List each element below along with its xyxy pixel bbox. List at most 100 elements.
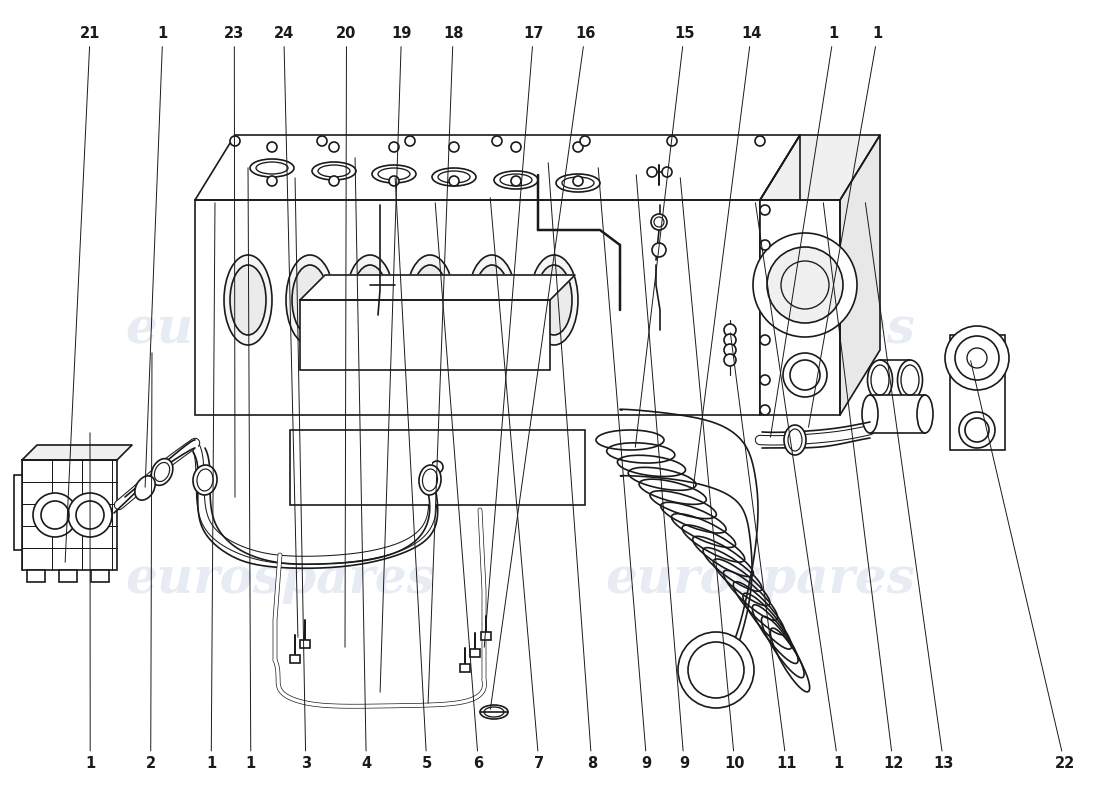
Bar <box>91 570 109 582</box>
Circle shape <box>724 344 736 356</box>
Ellipse shape <box>556 174 600 192</box>
Text: 1: 1 <box>756 202 844 771</box>
Polygon shape <box>300 275 575 300</box>
Text: eurospares: eurospares <box>605 555 915 605</box>
Text: 12: 12 <box>823 202 903 771</box>
Text: eurospares: eurospares <box>125 306 434 354</box>
Circle shape <box>651 214 667 230</box>
Circle shape <box>33 493 77 537</box>
Bar <box>300 300 550 370</box>
Text: 13: 13 <box>866 202 954 771</box>
Text: 3: 3 <box>295 178 311 771</box>
Bar <box>470 649 480 657</box>
Bar <box>300 640 310 648</box>
Text: 1: 1 <box>85 433 96 771</box>
Circle shape <box>662 167 672 177</box>
Circle shape <box>760 240 770 250</box>
Circle shape <box>449 142 459 152</box>
Ellipse shape <box>292 265 328 335</box>
Ellipse shape <box>536 265 572 335</box>
Circle shape <box>512 142 521 152</box>
Circle shape <box>329 142 339 152</box>
Text: 9: 9 <box>636 174 690 771</box>
Circle shape <box>389 176 399 186</box>
Text: 4: 4 <box>355 158 372 771</box>
Ellipse shape <box>480 705 508 719</box>
Text: 8: 8 <box>548 162 597 771</box>
Circle shape <box>68 493 112 537</box>
Ellipse shape <box>352 265 388 335</box>
Bar <box>22 460 117 570</box>
Text: 2: 2 <box>145 353 156 771</box>
Ellipse shape <box>192 465 217 495</box>
Text: 17: 17 <box>484 26 543 647</box>
Circle shape <box>760 405 770 415</box>
Ellipse shape <box>151 458 173 486</box>
Circle shape <box>267 142 277 152</box>
Text: 16: 16 <box>491 26 595 710</box>
Bar <box>481 632 491 640</box>
Polygon shape <box>840 135 880 415</box>
Ellipse shape <box>286 255 334 345</box>
Ellipse shape <box>412 265 448 335</box>
Bar <box>460 664 470 672</box>
Circle shape <box>647 167 657 177</box>
Text: 21: 21 <box>65 26 100 562</box>
Bar <box>290 430 585 505</box>
Polygon shape <box>760 135 880 200</box>
Circle shape <box>724 354 736 366</box>
Text: 1: 1 <box>245 168 256 771</box>
Circle shape <box>652 243 666 257</box>
Ellipse shape <box>494 171 538 189</box>
Ellipse shape <box>230 265 266 335</box>
Polygon shape <box>22 445 132 460</box>
Polygon shape <box>195 135 800 200</box>
Circle shape <box>573 176 583 186</box>
Text: 7: 7 <box>491 198 544 771</box>
Ellipse shape <box>784 425 806 455</box>
Ellipse shape <box>432 168 476 186</box>
Ellipse shape <box>406 255 454 345</box>
Text: 6: 6 <box>436 202 484 771</box>
Ellipse shape <box>862 395 878 433</box>
Text: 19: 19 <box>381 26 411 692</box>
Circle shape <box>755 136 764 146</box>
Circle shape <box>667 136 676 146</box>
Circle shape <box>573 142 583 152</box>
Circle shape <box>760 205 770 215</box>
Circle shape <box>754 233 857 337</box>
Text: eurospares: eurospares <box>605 306 915 354</box>
Text: 1: 1 <box>808 26 883 427</box>
Circle shape <box>449 176 459 186</box>
Ellipse shape <box>372 165 416 183</box>
Ellipse shape <box>419 465 441 495</box>
Circle shape <box>329 176 339 186</box>
Circle shape <box>760 335 770 345</box>
Bar <box>59 570 77 582</box>
Ellipse shape <box>346 255 394 345</box>
Text: 23: 23 <box>224 26 244 498</box>
Circle shape <box>389 142 399 152</box>
Bar <box>290 655 300 663</box>
Text: 9: 9 <box>598 168 652 771</box>
Bar <box>950 335 1005 450</box>
Circle shape <box>230 136 240 146</box>
Text: 1: 1 <box>770 26 839 438</box>
Ellipse shape <box>312 162 356 180</box>
Ellipse shape <box>917 395 933 433</box>
Circle shape <box>678 632 754 708</box>
Circle shape <box>512 176 521 186</box>
Circle shape <box>724 324 736 336</box>
Circle shape <box>783 353 827 397</box>
Circle shape <box>405 136 415 146</box>
Text: 1: 1 <box>145 26 168 487</box>
Polygon shape <box>760 135 800 415</box>
Text: 15: 15 <box>636 26 694 447</box>
Text: 10: 10 <box>680 178 745 771</box>
Circle shape <box>767 247 843 323</box>
Ellipse shape <box>530 255 578 345</box>
Circle shape <box>492 136 502 146</box>
Bar <box>870 395 925 433</box>
Ellipse shape <box>250 159 294 177</box>
Circle shape <box>431 461 443 473</box>
